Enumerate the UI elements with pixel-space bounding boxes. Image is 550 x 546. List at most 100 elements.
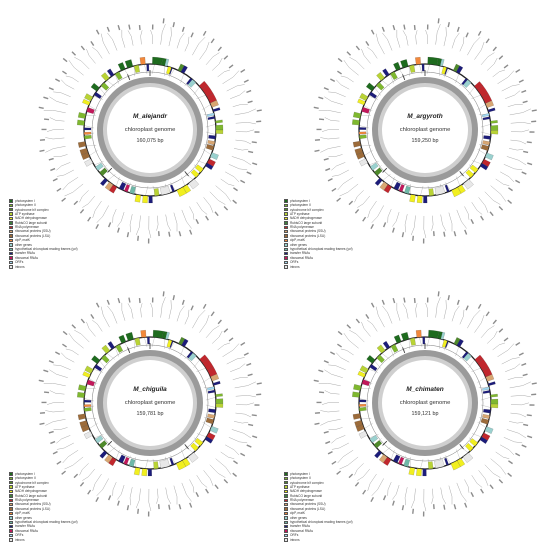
gene-label <box>313 379 319 383</box>
inner-leader <box>381 353 390 360</box>
label-leader <box>510 395 531 398</box>
gene-block <box>99 167 108 176</box>
label-leader <box>328 91 346 97</box>
legend-swatch <box>9 524 13 529</box>
legend-label: ORFs <box>290 260 299 265</box>
label-leader <box>136 215 141 236</box>
gene-block <box>358 404 367 407</box>
legend-item: NADH dehydrogenase <box>284 489 394 493</box>
genome-map-svg: M_chimaten chloroplast genome 159,121 bp <box>313 291 537 517</box>
genome-map-3: M_chiguila chloroplast genome 159,781 bp ph… <box>0 273 275 546</box>
label-leader <box>101 33 110 55</box>
inner-leader <box>420 458 424 469</box>
gene-label <box>137 508 140 514</box>
legend-swatch <box>284 251 288 256</box>
label-leader <box>371 478 384 496</box>
gene-label <box>254 131 260 133</box>
label-leader <box>220 178 235 186</box>
gene-label <box>527 435 533 439</box>
label-leader <box>324 96 343 105</box>
gene-block <box>84 158 93 167</box>
label-leader <box>415 303 418 318</box>
label-leader <box>92 320 103 332</box>
legend-item: photosystem II <box>9 476 119 480</box>
genome-subtitle: chloroplast genome <box>125 127 176 133</box>
legend-item: cytochrome b/f complex <box>284 481 394 485</box>
gene-label <box>521 89 527 94</box>
gene-label <box>485 38 490 44</box>
label-leader <box>361 321 371 337</box>
gene-block <box>428 461 434 469</box>
center-disc <box>382 87 468 173</box>
gene-block <box>134 337 141 346</box>
legend-swatch <box>284 494 288 498</box>
gene-label <box>492 319 497 325</box>
label-leader <box>62 450 79 464</box>
gene-label <box>346 51 352 56</box>
gene-block <box>170 184 175 193</box>
gene-label <box>314 412 321 414</box>
gene-block <box>215 129 224 134</box>
gene-label <box>413 297 416 304</box>
label-leader <box>431 488 434 504</box>
inner-leader <box>169 182 176 191</box>
label-leader <box>225 444 240 456</box>
legend-label: photosystem II <box>290 203 311 208</box>
label-leader <box>435 24 441 45</box>
legend-label: cytochrome b/f complex <box>15 207 49 212</box>
gene-block <box>463 179 474 190</box>
inner-leader <box>205 404 216 408</box>
label-leader <box>448 485 453 505</box>
gene-label <box>529 131 535 133</box>
legend-item: photosystem I <box>9 199 119 203</box>
label-leader <box>423 488 427 512</box>
label-leader <box>117 211 125 227</box>
gene-block <box>169 67 173 75</box>
legend-item: clpP, matK <box>284 238 394 242</box>
gene-block <box>141 468 148 477</box>
label-leader <box>46 129 65 132</box>
gene-block <box>84 135 92 140</box>
gene-block <box>353 111 362 119</box>
gene-label <box>464 502 468 508</box>
label-leader <box>440 487 446 504</box>
gene-block <box>95 162 104 171</box>
inner-leader <box>202 104 211 111</box>
gene-label <box>232 199 238 204</box>
gene-label <box>95 29 100 35</box>
gene-block <box>125 332 134 341</box>
gene-label <box>355 45 360 51</box>
inner-leader <box>374 360 381 369</box>
legend-swatch <box>284 216 288 221</box>
label-leader <box>107 32 118 51</box>
gene-block <box>180 65 188 74</box>
legend-label: RNA polymerase <box>290 225 314 230</box>
gene-label <box>392 227 395 233</box>
gene-block <box>369 162 379 171</box>
legend-item: hypothetical chloroplast reading frames … <box>284 520 394 524</box>
gene-label <box>522 373 528 377</box>
center-disc <box>107 360 193 446</box>
gene-label <box>254 404 260 406</box>
gene-label <box>392 500 395 506</box>
label-leader <box>56 169 74 177</box>
gene-block <box>485 152 494 161</box>
label-leader <box>500 444 515 456</box>
gene-label <box>95 302 100 308</box>
label-leader <box>96 478 109 496</box>
inner-leader <box>364 422 373 429</box>
legend-swatch <box>9 199 13 203</box>
legend-swatch <box>9 476 13 481</box>
gene-label <box>318 369 324 373</box>
gene-block <box>373 440 383 449</box>
gene-label <box>316 401 322 404</box>
label-leader <box>225 171 240 183</box>
gene-block <box>104 181 114 191</box>
gene-label <box>313 106 319 110</box>
gene-label <box>348 200 354 206</box>
inner-leader <box>196 94 207 99</box>
legend-swatch <box>9 238 13 243</box>
gene-label <box>464 229 468 235</box>
label-leader <box>349 57 365 70</box>
gene-label <box>453 231 457 237</box>
